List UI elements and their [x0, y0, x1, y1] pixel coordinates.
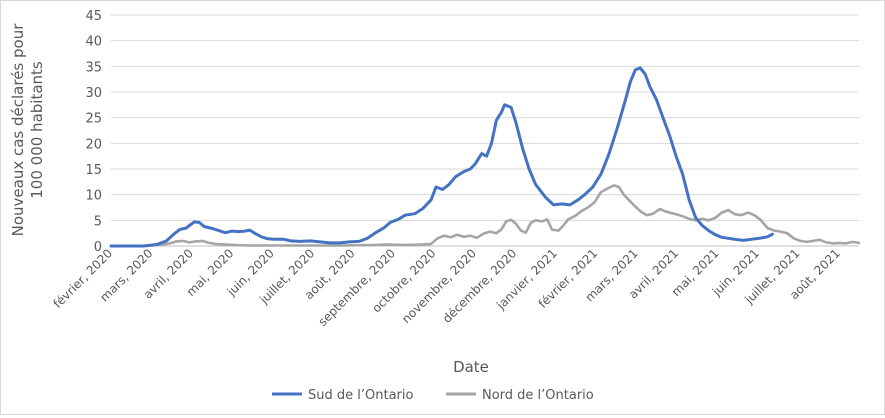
legend-label-sud: Sud de l’Ontario [308, 388, 413, 403]
series-line-sud [109, 66, 774, 248]
y-tick-label: 35 [85, 60, 102, 75]
y-tick-label: 45 [85, 9, 102, 24]
y-tick-label: 40 [85, 35, 102, 50]
y-tick-label: 5 [94, 214, 102, 229]
y-axis-title-line-2: 100 000 habitants [28, 61, 46, 199]
x-tick-label: novembre, 2020 [399, 246, 479, 326]
legend-label-nord: Nord de l’Ontario [482, 388, 594, 403]
x-axis-title: Date [453, 358, 489, 376]
series-layer [109, 66, 861, 248]
y-tick-label: 15 [85, 163, 102, 178]
y-tick-label: 0 [94, 240, 102, 255]
y-tick-label: 30 [85, 86, 102, 101]
y-axis-ticks: 0 5 10 15 20 25 30 35 40 45 [85, 9, 102, 255]
series-line-nord [109, 184, 861, 248]
gridlines [111, 14, 859, 221]
y-axis-title-line-1: Nouveaux cas déclarés pour [9, 23, 27, 237]
y-tick-label: 25 [85, 112, 102, 127]
x-tick-label: décembre, 2020 [440, 246, 520, 326]
x-tick-label: septembre, 2020 [316, 246, 399, 329]
y-tick-label: 20 [85, 137, 102, 152]
legend: Sud de l’Ontario Nord de l’Ontario [272, 388, 594, 403]
y-tick-label: 10 [85, 189, 102, 204]
